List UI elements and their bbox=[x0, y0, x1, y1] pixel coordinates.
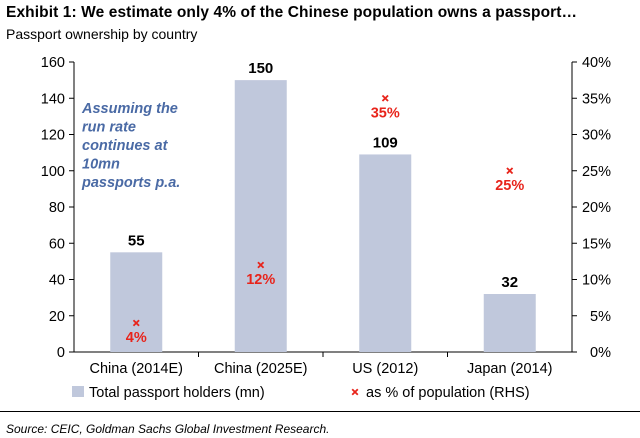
pct-value-label: 12% bbox=[246, 272, 275, 288]
left-tick-label: 140 bbox=[41, 91, 65, 107]
legend-bar-label: Total passport holders (mn) bbox=[89, 385, 265, 401]
pct-marker bbox=[132, 319, 140, 327]
right-tick-label: 20% bbox=[582, 200, 611, 216]
left-tick-label: 100 bbox=[41, 164, 65, 180]
bar-value-label: 32 bbox=[501, 274, 518, 291]
bar bbox=[483, 294, 536, 352]
pct-value-label: 4% bbox=[126, 330, 147, 346]
category-label: China (2014E) bbox=[90, 361, 184, 377]
category-label: Japan (2014) bbox=[467, 361, 552, 377]
right-tick-label: 0% bbox=[590, 345, 611, 361]
left-tick-label: 60 bbox=[49, 236, 65, 252]
left-tick-label: 160 bbox=[41, 55, 65, 71]
bar-value-label: 150 bbox=[248, 60, 273, 77]
pct-marker bbox=[257, 261, 265, 269]
bar-value-label: 109 bbox=[373, 134, 398, 151]
passport-chart: 0 20 40 60 80 100 120 140 160 0% 5% 10% 15% 20% 25% 30%… bbox=[41, 55, 611, 401]
pct-marker bbox=[506, 167, 514, 175]
right-tick-label: 30% bbox=[582, 128, 611, 144]
annotation-line: Assuming the bbox=[81, 101, 178, 117]
footer-divider bbox=[0, 411, 640, 412]
legend-marker-swatch bbox=[351, 388, 359, 396]
right-tick-label: 15% bbox=[582, 236, 611, 252]
left-tick-label: 80 bbox=[49, 200, 65, 216]
annotation-line: continues at bbox=[82, 138, 169, 154]
pct-marker bbox=[381, 94, 389, 102]
annotation-line: run rate bbox=[82, 120, 136, 136]
right-tick-label: 5% bbox=[590, 309, 611, 325]
annotation-line: passports p.a. bbox=[81, 175, 180, 191]
right-tick-label: 10% bbox=[582, 273, 611, 289]
pct-value-label: 35% bbox=[371, 105, 400, 121]
bar bbox=[359, 154, 412, 352]
legend-bar-swatch bbox=[72, 386, 84, 397]
right-tick-label: 40% bbox=[582, 55, 611, 71]
chart-title: Exhibit 1: We estimate only 4% of the Ch… bbox=[6, 4, 578, 21]
left-tick-label: 20 bbox=[49, 309, 65, 325]
source-note: Source: CEIC, Goldman Sachs Global Inves… bbox=[6, 422, 330, 436]
right-tick-label: 35% bbox=[582, 91, 611, 107]
annotation-line: 10mn bbox=[82, 157, 120, 173]
bar bbox=[234, 80, 287, 352]
pct-value-label: 25% bbox=[495, 178, 524, 194]
category-label: China (2025E) bbox=[214, 361, 308, 377]
bar bbox=[110, 252, 163, 352]
legend-marker-label: as % of population (RHS) bbox=[366, 385, 530, 401]
left-tick-label: 0 bbox=[57, 345, 65, 361]
category-label: US (2012) bbox=[352, 361, 418, 377]
left-tick-label: 120 bbox=[41, 128, 65, 144]
bar-value-label: 55 bbox=[128, 232, 145, 249]
left-tick-label: 40 bbox=[49, 273, 65, 289]
chart-subtitle: Passport ownership by country bbox=[6, 26, 198, 42]
right-tick-label: 25% bbox=[582, 164, 611, 180]
